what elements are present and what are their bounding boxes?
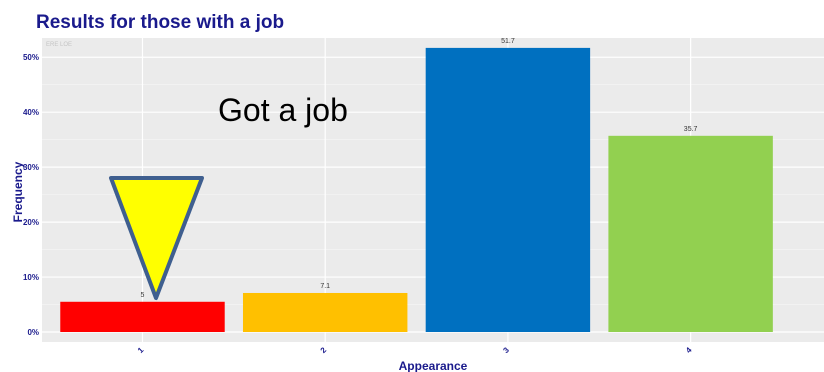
data-label: 51.7 bbox=[501, 38, 515, 45]
y-tick-label: 0% bbox=[27, 328, 39, 337]
x-tick-label: 3 bbox=[501, 345, 511, 355]
chart-title: Results for those with a job bbox=[36, 12, 284, 33]
x-axis: 1 2 3 4 bbox=[136, 345, 694, 355]
x-tick-label: 4 bbox=[684, 345, 694, 355]
bar-3 bbox=[425, 47, 591, 332]
bar-1 bbox=[60, 301, 225, 332]
x-axis-title: Appearance bbox=[399, 359, 468, 372]
y-axis-title: Frequency bbox=[11, 161, 25, 222]
watermark: ERE LOE bbox=[46, 42, 72, 48]
bar-4 bbox=[608, 135, 773, 332]
data-label: 7.1 bbox=[320, 283, 330, 290]
y-tick-label: 50% bbox=[23, 53, 39, 62]
x-tick-label: 2 bbox=[319, 345, 329, 355]
data-label: 35.7 bbox=[684, 126, 698, 133]
data-labels: 5 7.1 51.7 35.7 bbox=[141, 38, 698, 299]
y-tick-label: 40% bbox=[23, 108, 39, 117]
got-a-job-annotation: Got a job bbox=[218, 92, 348, 128]
y-tick-label: 30% bbox=[23, 163, 39, 172]
y-axis: 0% 10% 20% 30% 40% 50% bbox=[23, 53, 39, 337]
data-label: 5 bbox=[141, 292, 145, 299]
bar-2 bbox=[242, 292, 408, 332]
y-tick-label: 10% bbox=[23, 273, 39, 282]
yellow-triangle-marker bbox=[109, 176, 204, 300]
y-tick-label: 20% bbox=[23, 218, 39, 227]
bars bbox=[60, 47, 773, 332]
x-tick-label: 1 bbox=[136, 345, 146, 355]
